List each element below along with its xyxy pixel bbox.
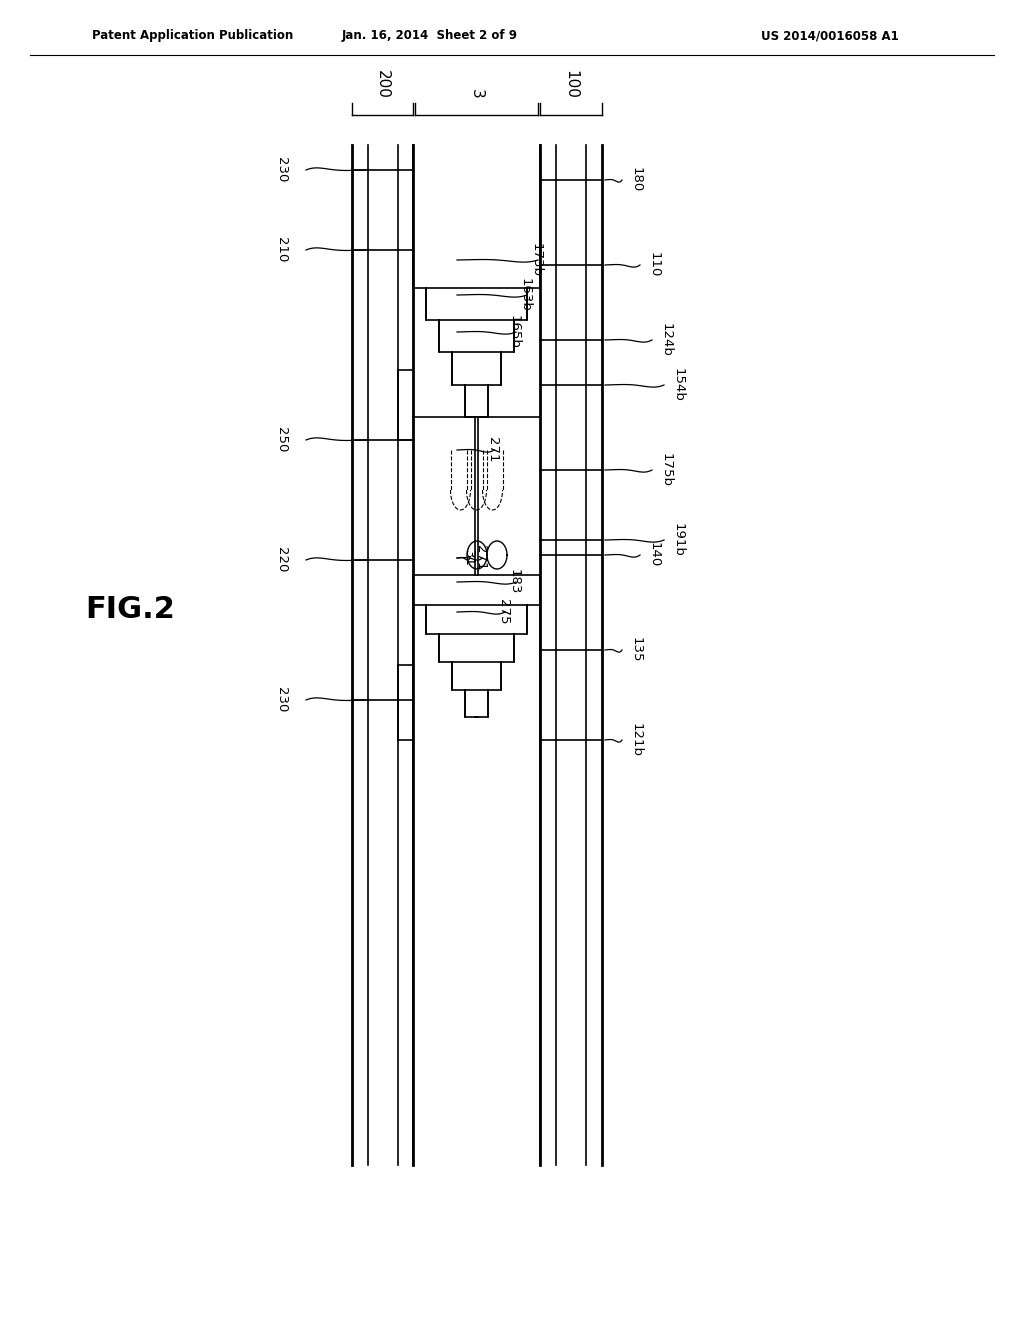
Text: 121b: 121b [630, 723, 643, 756]
Text: Patent Application Publication: Patent Application Publication [92, 29, 293, 42]
Text: 271: 271 [486, 437, 499, 463]
Text: 31: 31 [462, 549, 475, 566]
Text: 220: 220 [275, 548, 288, 573]
Text: 3: 3 [469, 90, 484, 99]
Text: 183: 183 [508, 569, 521, 595]
Text: 230: 230 [275, 688, 288, 713]
Text: 200: 200 [375, 70, 390, 99]
Text: 230: 230 [275, 157, 288, 182]
Text: 135: 135 [630, 638, 643, 663]
Text: 110: 110 [648, 252, 662, 277]
Text: 154b: 154b [672, 368, 685, 401]
Text: 175b: 175b [660, 453, 673, 487]
Text: 100: 100 [563, 70, 579, 99]
Text: 210: 210 [275, 238, 288, 263]
Text: 250: 250 [275, 428, 288, 453]
Text: 271: 271 [474, 545, 487, 570]
Text: 173b: 173b [530, 243, 543, 277]
Text: 140: 140 [648, 543, 662, 568]
Text: US 2014/0016058 A1: US 2014/0016058 A1 [761, 29, 899, 42]
Text: 165b: 165b [508, 315, 521, 348]
Text: FIG.2: FIG.2 [85, 595, 175, 624]
Text: 275: 275 [497, 599, 510, 624]
Text: 191b: 191b [672, 523, 685, 557]
Text: 180: 180 [630, 168, 643, 193]
Text: Jan. 16, 2014  Sheet 2 of 9: Jan. 16, 2014 Sheet 2 of 9 [342, 29, 518, 42]
Text: 163b: 163b [519, 279, 532, 312]
Text: 124b: 124b [660, 323, 673, 356]
